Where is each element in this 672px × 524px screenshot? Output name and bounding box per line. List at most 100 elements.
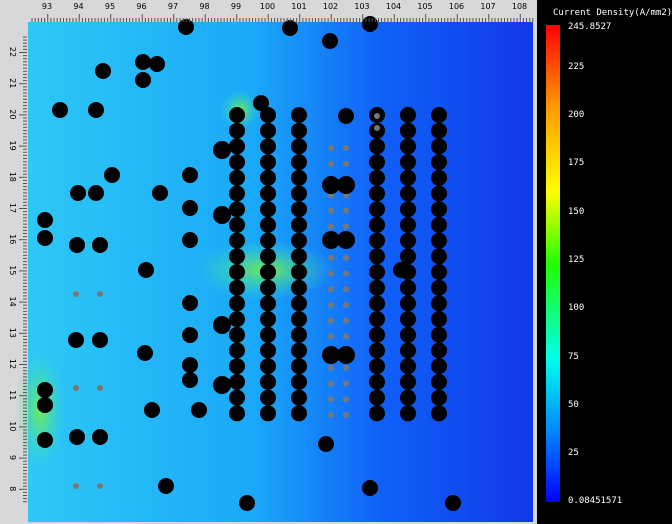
- via: [260, 232, 276, 249]
- via: [182, 357, 198, 373]
- via: [400, 295, 416, 312]
- via: [431, 201, 447, 218]
- via: [213, 376, 231, 394]
- ruler-label: 102: [323, 2, 338, 11]
- via: [229, 311, 245, 328]
- via: [291, 295, 307, 312]
- via: [135, 54, 151, 70]
- via: [260, 373, 276, 390]
- small-via: [343, 223, 349, 230]
- small-via: [343, 286, 349, 293]
- ruler-label: 101: [291, 2, 306, 11]
- via: [229, 264, 245, 280]
- ruler-label: 108: [512, 2, 527, 11]
- via: [37, 212, 53, 228]
- via: [229, 405, 245, 422]
- via: [291, 122, 307, 139]
- via: [88, 185, 104, 201]
- ruler-label: 22: [8, 47, 17, 57]
- via: [229, 138, 245, 155]
- via: [260, 185, 276, 202]
- via: [291, 248, 307, 265]
- small-via: [328, 145, 334, 151]
- small-via: [343, 333, 349, 340]
- via: [369, 232, 385, 249]
- via: [369, 185, 385, 202]
- via: [229, 122, 245, 139]
- small-via: [328, 207, 334, 214]
- via: [431, 326, 447, 343]
- via: [260, 389, 276, 406]
- colorbar-label: 25: [568, 448, 579, 458]
- via: [260, 358, 276, 375]
- via: [337, 231, 355, 249]
- ruler-label: 103: [354, 2, 369, 11]
- via: [431, 279, 447, 296]
- small-via: [73, 385, 79, 391]
- small-via: [374, 113, 380, 119]
- small-via: [343, 396, 349, 403]
- via: [229, 342, 245, 359]
- via: [431, 185, 447, 202]
- via: [369, 311, 385, 328]
- via: [291, 201, 307, 218]
- via: [229, 373, 245, 390]
- via: [291, 107, 307, 123]
- via: [369, 389, 385, 406]
- small-via: [343, 411, 349, 418]
- via: [431, 248, 447, 265]
- colorbar-label: 50: [568, 400, 579, 410]
- via: [260, 326, 276, 343]
- via: [229, 107, 245, 123]
- via: [369, 154, 385, 171]
- via: [291, 185, 307, 202]
- small-via: [328, 286, 334, 293]
- ruler-label: 106: [449, 2, 464, 11]
- ruler-label: 13: [8, 328, 17, 338]
- via: [239, 495, 255, 511]
- ruler-label: 97: [168, 2, 178, 11]
- via: [260, 405, 276, 422]
- ruler-label: 10: [8, 421, 17, 431]
- small-via: [97, 291, 103, 297]
- via: [135, 72, 151, 88]
- via: [431, 107, 447, 123]
- via: [229, 154, 245, 171]
- via: [431, 216, 447, 233]
- via: [229, 248, 245, 265]
- via: [400, 232, 416, 249]
- via: [431, 389, 447, 406]
- via: [337, 176, 355, 194]
- small-via: [328, 317, 334, 324]
- ruler-label: 20: [8, 109, 17, 119]
- via: [431, 405, 447, 422]
- via: [88, 102, 104, 118]
- via: [178, 19, 194, 35]
- via: [431, 264, 447, 280]
- ruler-label: 17: [8, 203, 17, 213]
- via: [431, 138, 447, 155]
- colorbar-label: 175: [568, 158, 584, 168]
- via: [229, 295, 245, 312]
- via: [229, 389, 245, 406]
- via: [400, 138, 416, 155]
- via: [369, 201, 385, 218]
- via: [400, 107, 416, 123]
- via: [369, 248, 385, 265]
- ruler-label: 95: [105, 2, 115, 11]
- via: [260, 138, 276, 155]
- via: [69, 429, 85, 445]
- via: [182, 295, 198, 311]
- via: [291, 169, 307, 186]
- via: [260, 342, 276, 359]
- via: [369, 169, 385, 186]
- via: [52, 102, 68, 118]
- via: [400, 311, 416, 328]
- via: [431, 232, 447, 249]
- ruler-label: 96: [136, 2, 146, 11]
- via: [260, 216, 276, 233]
- via: [431, 373, 447, 390]
- via: [400, 169, 416, 186]
- ruler-label: 93: [42, 2, 52, 11]
- via: [282, 20, 298, 36]
